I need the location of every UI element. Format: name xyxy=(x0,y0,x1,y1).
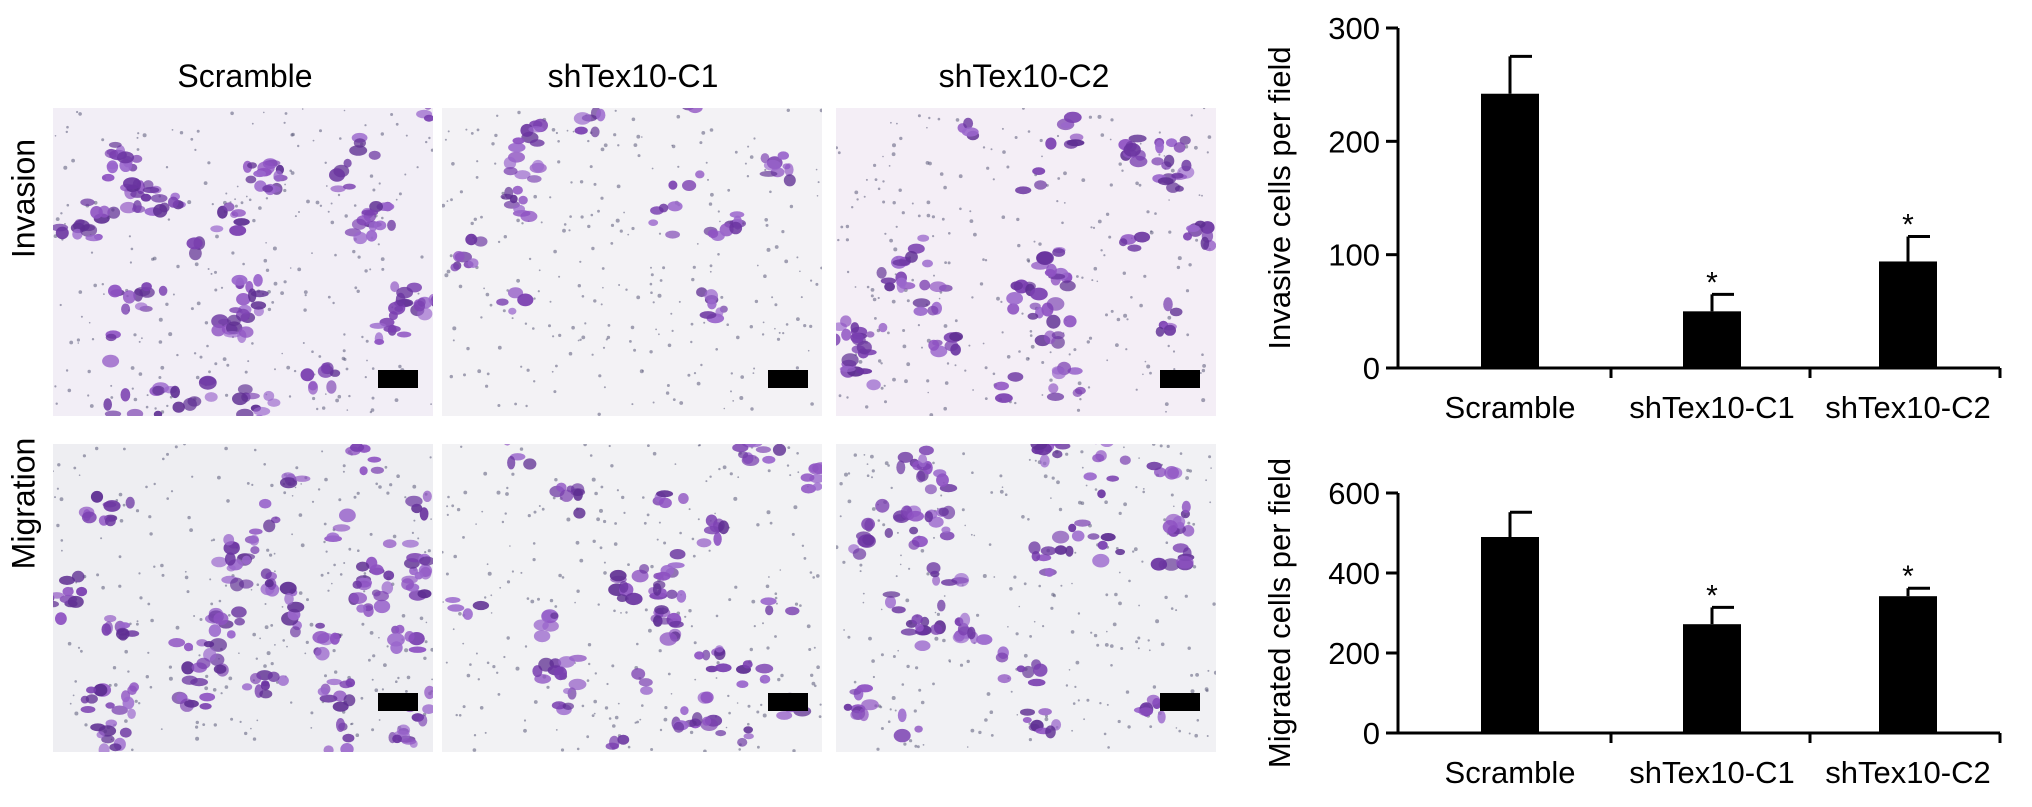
y-tick-label: 200 xyxy=(1328,124,1380,159)
category-label: shTex10-C2 xyxy=(1825,390,1990,425)
column-title-shtex10-c2: shTex10-C2 xyxy=(938,58,1110,94)
y-tick-label: 100 xyxy=(1328,238,1380,273)
bar xyxy=(1683,311,1741,368)
micrograph-migration-scramble xyxy=(53,444,433,752)
significance-marker: * xyxy=(1902,560,1914,593)
micrograph-migration-shtex10-c2 xyxy=(836,444,1216,752)
category-label: shTex10-C1 xyxy=(1629,390,1794,425)
scale-bar xyxy=(378,693,418,711)
scale-bar xyxy=(1160,693,1200,711)
category-label: shTex10-C1 xyxy=(1629,755,1794,790)
y-axis-label: Invasive cells per field xyxy=(1262,46,1297,349)
category-label: Scramble xyxy=(1445,755,1576,790)
y-tick-label: 0 xyxy=(1363,716,1380,751)
bar xyxy=(1481,93,1539,368)
y-axis-label: Migrated cells per field xyxy=(1262,458,1297,768)
y-tick-label: 300 xyxy=(1328,11,1380,46)
scale-bar xyxy=(768,370,808,388)
micrograph-invasion-scramble xyxy=(53,108,433,416)
micrograph-migration-shtex10-c1 xyxy=(442,444,822,752)
scale-bar xyxy=(378,370,418,388)
scale-bar xyxy=(768,693,808,711)
category-label: Scramble xyxy=(1445,390,1576,425)
y-tick-label: 0 xyxy=(1363,351,1380,386)
column-title-shtex10-c1: shTex10-C1 xyxy=(547,58,719,94)
y-tick-label: 400 xyxy=(1328,556,1380,591)
significance-marker: * xyxy=(1706,266,1718,299)
bar xyxy=(1879,261,1937,368)
micrograph-invasion-shtex10-c2 xyxy=(836,108,1216,416)
bar xyxy=(1481,537,1539,733)
bar xyxy=(1683,624,1741,733)
category-label: shTex10-C2 xyxy=(1825,755,1990,790)
bar xyxy=(1879,596,1937,733)
scale-bar xyxy=(1160,370,1200,388)
significance-marker: * xyxy=(1706,579,1718,612)
column-title-scramble: Scramble xyxy=(177,58,313,94)
significance-marker: * xyxy=(1902,209,1914,242)
y-tick-label: 200 xyxy=(1328,636,1380,671)
micrograph-invasion-shtex10-c1 xyxy=(442,108,822,416)
y-tick-label: 600 xyxy=(1328,476,1380,511)
